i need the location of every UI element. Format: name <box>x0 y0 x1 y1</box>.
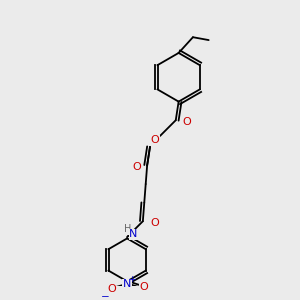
Text: O: O <box>107 284 116 293</box>
Text: N: N <box>123 279 131 289</box>
Text: N: N <box>129 229 138 239</box>
Text: O: O <box>150 218 159 228</box>
Text: O: O <box>132 162 141 172</box>
Text: −: − <box>101 292 110 300</box>
Text: O: O <box>139 282 148 292</box>
Text: +: + <box>128 275 136 284</box>
Text: O: O <box>182 117 191 127</box>
Text: H: H <box>124 224 131 234</box>
Text: O: O <box>151 135 159 145</box>
